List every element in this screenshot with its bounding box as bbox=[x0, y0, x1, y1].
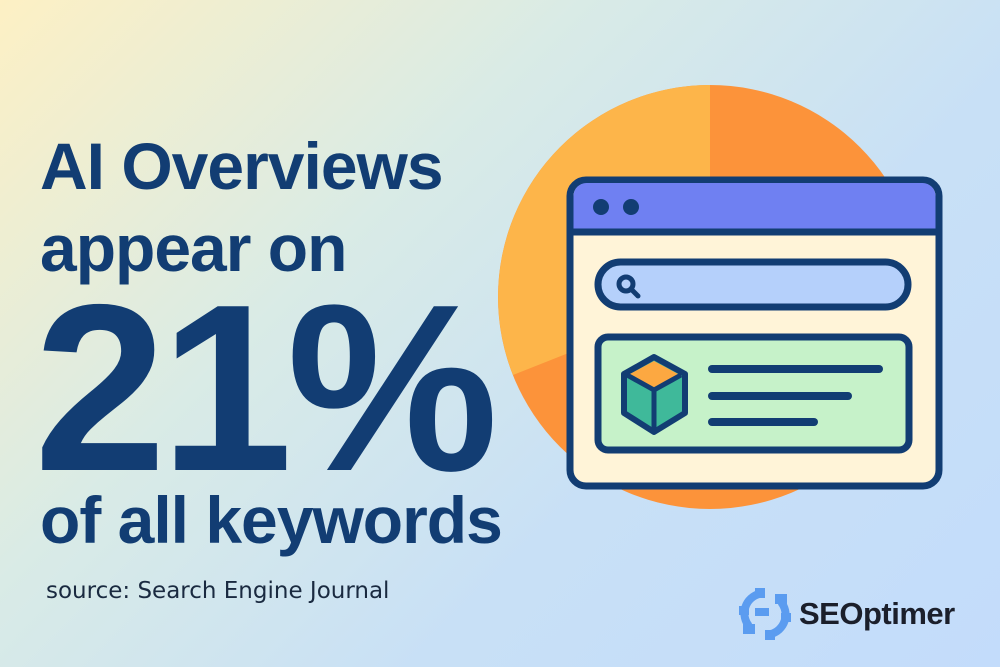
headline-line-4: of all keywords bbox=[40, 483, 503, 557]
brand-name: SEOptimer bbox=[799, 596, 955, 631]
cube-icon bbox=[621, 354, 688, 435]
headline-stat: 21% bbox=[34, 256, 498, 521]
headline-line-2: appear on bbox=[40, 211, 347, 285]
search-icon bbox=[616, 274, 641, 299]
brand-logo: SEOptimer bbox=[737, 586, 955, 642]
headline-line-1: AI Overviews bbox=[40, 129, 444, 203]
browser-window-icon bbox=[566, 176, 943, 490]
gear-sync-icon bbox=[739, 588, 791, 640]
source-caption: source: Search Engine Journal bbox=[46, 578, 390, 604]
